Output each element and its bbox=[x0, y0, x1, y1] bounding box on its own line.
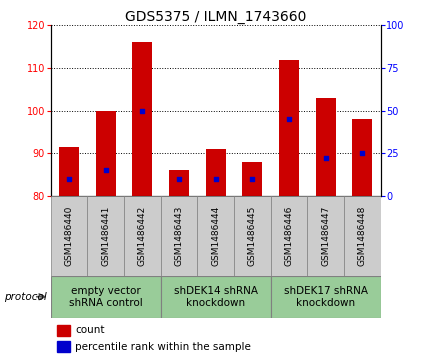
Text: GSM1486448: GSM1486448 bbox=[358, 206, 367, 266]
Bar bbox=[271, 196, 307, 276]
Text: percentile rank within the sample: percentile rank within the sample bbox=[75, 342, 251, 352]
Bar bbox=[344, 196, 381, 276]
Bar bbox=[242, 162, 262, 196]
Point bbox=[359, 150, 366, 156]
Text: GSM1486441: GSM1486441 bbox=[101, 206, 110, 266]
Point bbox=[322, 156, 329, 162]
Title: GDS5375 / ILMN_1743660: GDS5375 / ILMN_1743660 bbox=[125, 11, 306, 24]
Point bbox=[139, 108, 146, 114]
Bar bbox=[51, 276, 161, 318]
Bar bbox=[161, 196, 197, 276]
Point bbox=[102, 167, 109, 173]
Bar bbox=[234, 196, 271, 276]
Bar bbox=[95, 111, 116, 196]
Text: protocol: protocol bbox=[4, 292, 47, 302]
Text: GSM1486442: GSM1486442 bbox=[138, 206, 147, 266]
Bar bbox=[124, 196, 161, 276]
Bar bbox=[315, 98, 336, 196]
Bar bbox=[169, 170, 189, 196]
Bar bbox=[271, 276, 381, 318]
Point bbox=[176, 176, 183, 182]
Bar bbox=[57, 341, 70, 352]
Bar bbox=[279, 60, 299, 196]
Bar bbox=[161, 276, 271, 318]
Text: GSM1486446: GSM1486446 bbox=[284, 206, 293, 266]
Text: count: count bbox=[75, 325, 105, 335]
Text: shDEK17 shRNA
knockdown: shDEK17 shRNA knockdown bbox=[284, 286, 367, 307]
Bar bbox=[59, 147, 79, 196]
Bar bbox=[307, 196, 344, 276]
Bar bbox=[87, 196, 124, 276]
Bar bbox=[197, 196, 234, 276]
Bar bbox=[57, 325, 70, 336]
Point bbox=[66, 176, 73, 182]
Bar bbox=[132, 42, 152, 196]
Text: GSM1486444: GSM1486444 bbox=[211, 206, 220, 266]
Bar bbox=[51, 196, 87, 276]
Point bbox=[286, 116, 293, 122]
Text: shDEK14 shRNA
knockdown: shDEK14 shRNA knockdown bbox=[174, 286, 257, 307]
Bar bbox=[352, 119, 372, 196]
Text: GSM1486445: GSM1486445 bbox=[248, 206, 257, 266]
Point bbox=[249, 176, 256, 182]
Text: GSM1486443: GSM1486443 bbox=[174, 206, 183, 266]
Text: GSM1486447: GSM1486447 bbox=[321, 206, 330, 266]
Point bbox=[212, 176, 219, 182]
Text: empty vector
shRNA control: empty vector shRNA control bbox=[69, 286, 143, 307]
Bar bbox=[205, 149, 226, 196]
Text: GSM1486440: GSM1486440 bbox=[64, 206, 73, 266]
